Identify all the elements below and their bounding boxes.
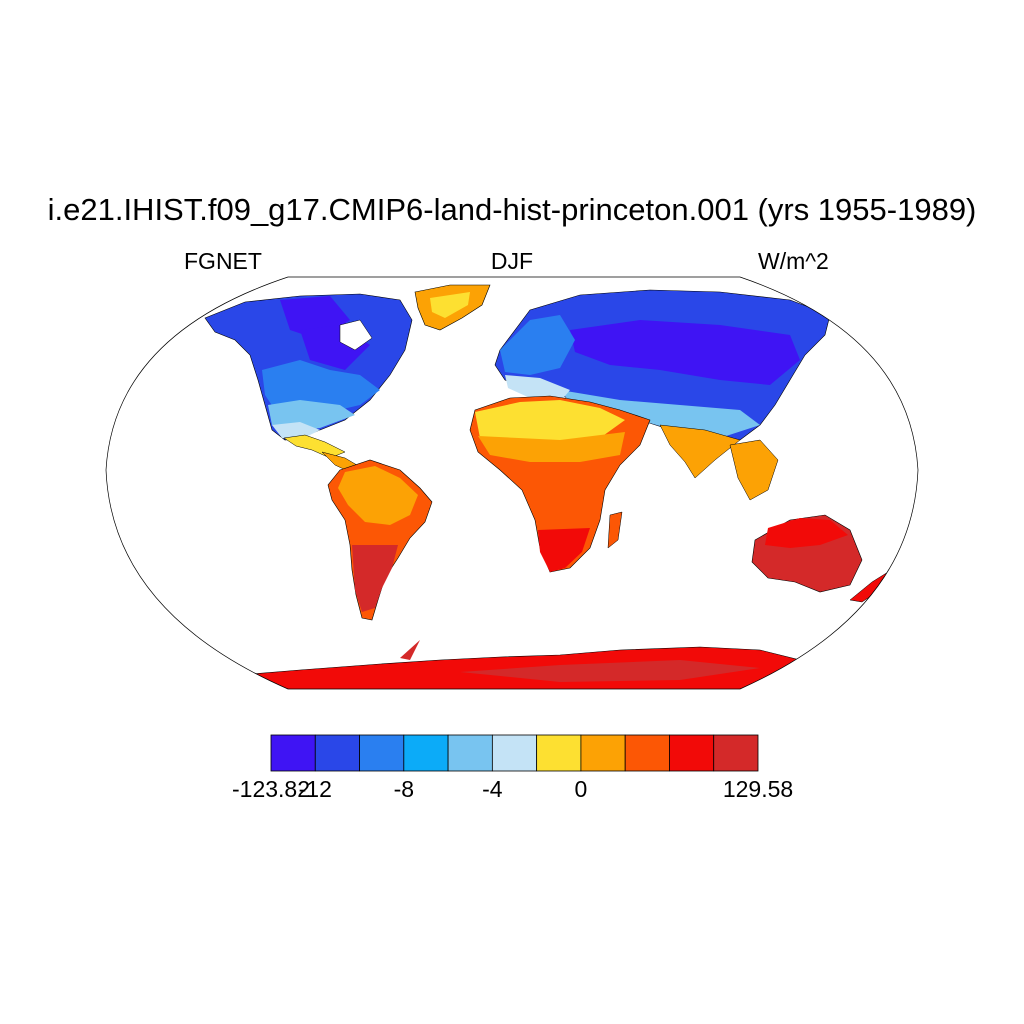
variable-label: FGNET	[184, 248, 262, 274]
colorbar-tick-label: -123.82	[231, 776, 311, 802]
colorbar-swatch	[359, 734, 405, 772]
landmass-north-america	[204, 293, 413, 473]
colorbar-swatch	[270, 734, 316, 772]
colorbar-swatch	[580, 734, 626, 772]
colorbar-swatch	[447, 734, 493, 772]
colorbar-tick-label: 0	[574, 776, 588, 802]
colorbar-swatch	[713, 734, 759, 772]
plot-title: i.e21.IHIST.f09_g17.CMIP6-land-hist-prin…	[47, 192, 977, 227]
colorbar-tick-label: -8	[393, 776, 415, 802]
landmass-africa	[469, 395, 651, 573]
units-label: W/m^2	[758, 248, 829, 274]
landmass-south-america	[327, 459, 433, 621]
colorbar-swatch	[403, 734, 449, 772]
colorbar-tick-label: -12	[298, 776, 332, 802]
colorbar	[270, 734, 759, 772]
landmass-australia	[751, 514, 889, 603]
colorbar-tick-label: -4	[482, 776, 503, 802]
colorbar-swatch	[536, 734, 582, 772]
map-border	[105, 276, 919, 690]
colorbar-swatch	[314, 734, 360, 772]
colorbar-swatch	[491, 734, 538, 772]
landmass-antarctica	[239, 640, 801, 689]
colorbar-swatch	[624, 734, 670, 772]
season-label: DJF	[490, 248, 534, 274]
colorbar-tick-label: 129.58	[722, 776, 794, 802]
landmass-eurasia	[494, 289, 831, 501]
colorbar-swatch	[669, 734, 715, 772]
